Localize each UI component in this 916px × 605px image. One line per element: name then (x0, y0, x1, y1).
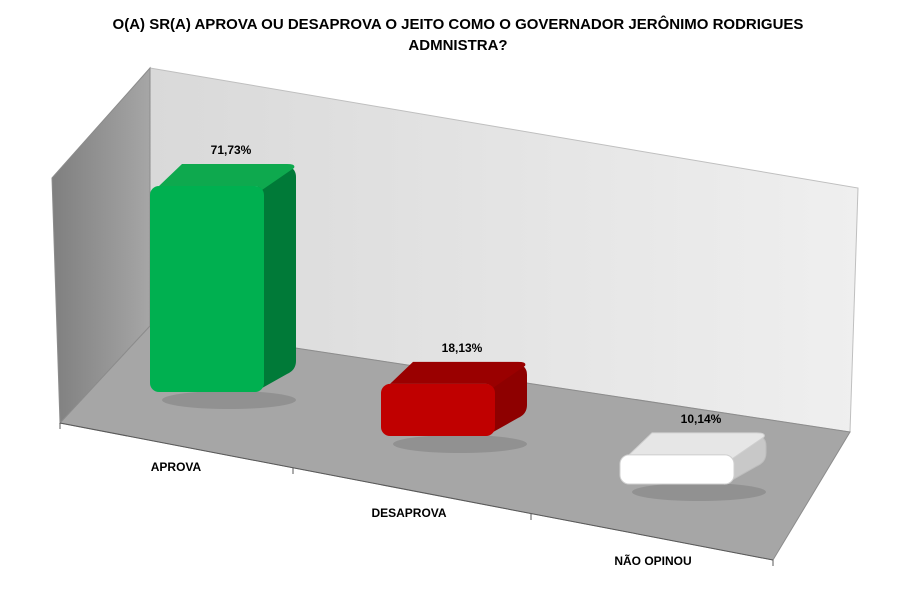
bar-shadow (162, 391, 296, 409)
chart-title-line-2: ADMNISTRA? (408, 37, 508, 54)
category-label-2: DESAPROVA (371, 506, 446, 520)
bar-top (159, 164, 295, 190)
data-label-1: 71,73% (211, 143, 252, 157)
bar-front (381, 383, 495, 436)
labels: 71,73% APROVA 18,13% DESAPROVA 10,14% NÃO OPI… (59, 143, 774, 568)
bar-side (255, 166, 296, 392)
bar-shadow (393, 435, 527, 453)
bar-front (619, 454, 735, 485)
data-label-3: 10,14% (681, 412, 722, 426)
bars (150, 164, 767, 501)
bar-3 (619, 432, 767, 501)
chart-title-line-1: O(A) SR(A) APROVA OU DESAPROVA O JEITO C… (112, 16, 804, 33)
category-label-3: NÃO OPINOU (614, 553, 691, 568)
bar-2 (381, 361, 527, 453)
bar-1 (150, 164, 296, 409)
data-label-2: 18,13% (442, 341, 483, 355)
chart-title: O(A) SR(A) APROVA OU DESAPROVA O JEITO C… (0, 14, 916, 56)
bar-front (150, 186, 264, 392)
category-label-1: APROVA (151, 460, 202, 474)
bar-shadow (632, 483, 766, 501)
bar-top (390, 361, 526, 388)
x-axis-line (59, 422, 774, 561)
